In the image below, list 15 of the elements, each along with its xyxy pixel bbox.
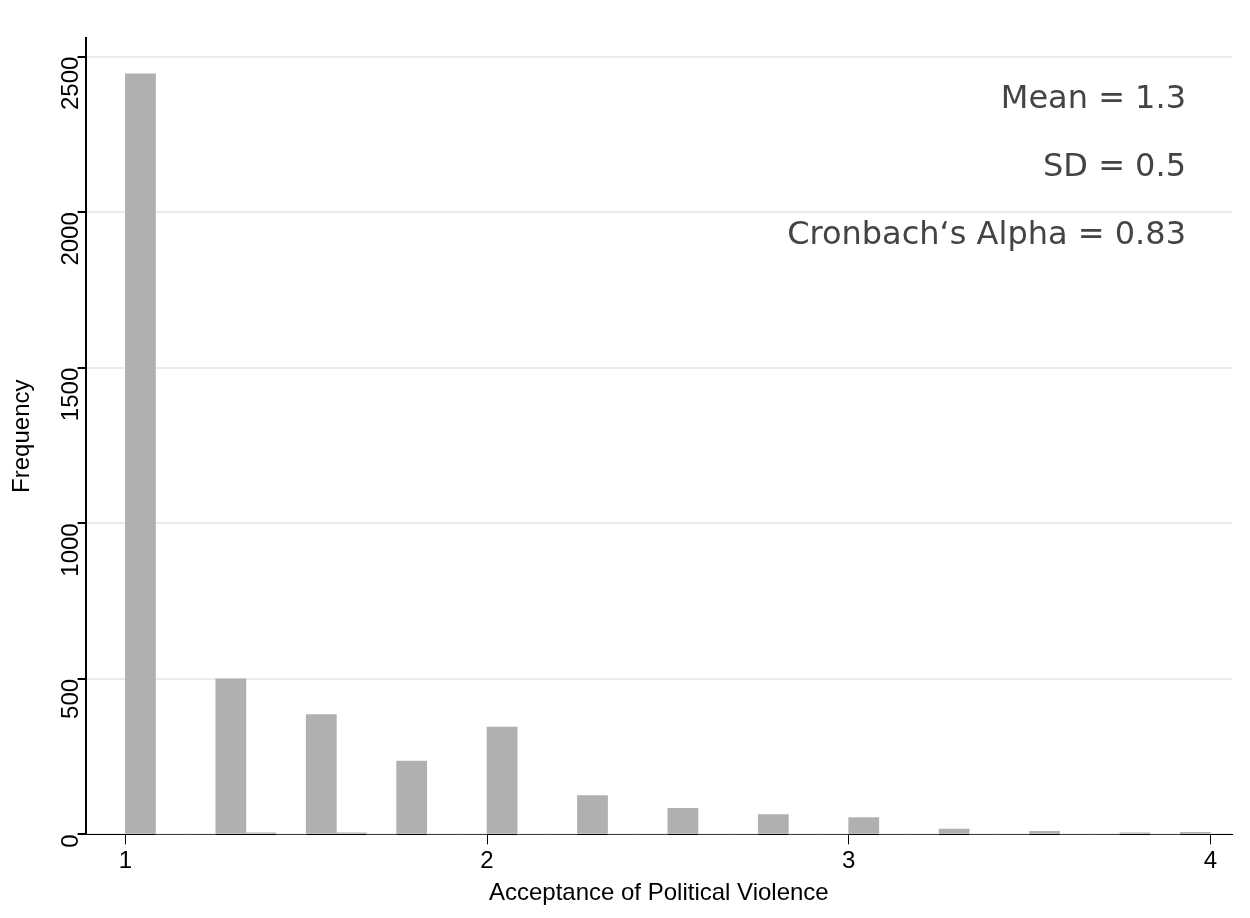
- y-tick-label: 2000: [56, 212, 84, 266]
- y-tick-label: 500: [56, 678, 84, 719]
- x-tick-label: 4: [1203, 846, 1217, 874]
- x-tick-label: 1: [118, 846, 133, 874]
- x-tick-label: 2: [480, 846, 494, 874]
- y-axis-title: Frequency: [7, 379, 35, 493]
- x-axis-title: Acceptance of Political Violence: [488, 878, 829, 906]
- y-tick-label: 1500: [56, 367, 84, 422]
- y-tick-label: 1000: [56, 523, 84, 577]
- annotation: Mean = 1.3: [1000, 78, 1186, 117]
- y-tick-label: 2500: [56, 56, 84, 111]
- y-tick-label: 0: [56, 834, 84, 848]
- annotation: SD = 0.5: [1043, 146, 1186, 185]
- x-tick-label: 3: [841, 846, 856, 874]
- annotation: Cronbach‘s Alpha = 0.83: [787, 214, 1186, 253]
